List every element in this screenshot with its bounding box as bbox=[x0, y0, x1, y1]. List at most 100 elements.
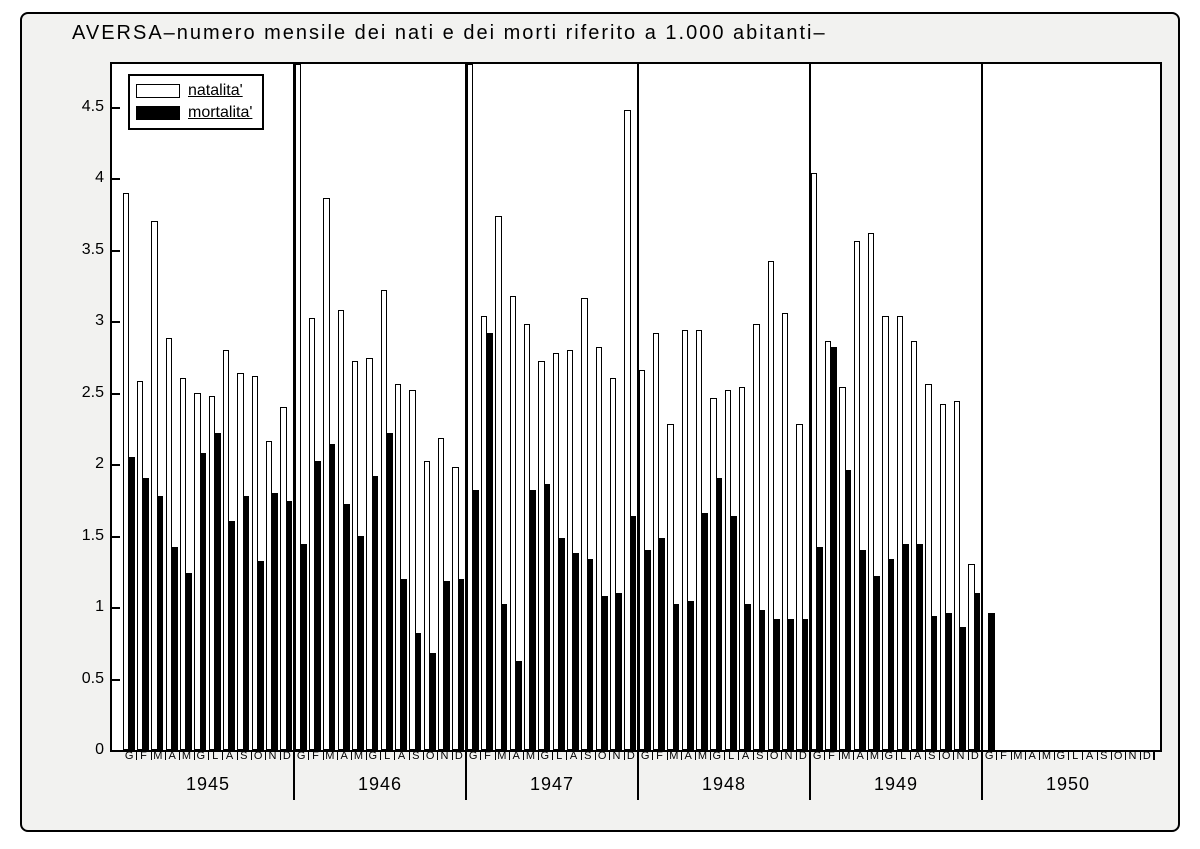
bar-mortalita bbox=[214, 433, 221, 750]
ytick-label: 4.5 bbox=[82, 98, 112, 116]
bar-mortalita bbox=[300, 544, 307, 750]
bar-mortalita bbox=[501, 604, 508, 750]
month-separator bbox=[1111, 750, 1112, 760]
year-label: 1945 bbox=[186, 774, 230, 795]
month-label: G bbox=[469, 750, 478, 762]
month-separator bbox=[1125, 750, 1126, 760]
bar-mortalita bbox=[515, 661, 522, 750]
bar-mortalita bbox=[945, 613, 952, 750]
bar-mortalita bbox=[874, 576, 881, 750]
month-label: A bbox=[512, 750, 519, 762]
bar-mortalita bbox=[644, 550, 651, 750]
bar-mortalita bbox=[601, 596, 608, 750]
month-separator bbox=[781, 750, 782, 760]
month-label: F bbox=[140, 750, 147, 762]
ytick-label: 0 bbox=[95, 741, 112, 759]
month-label: A bbox=[1028, 750, 1035, 762]
bar-mortalita bbox=[472, 490, 479, 750]
month-label: D bbox=[283, 750, 291, 762]
month-separator bbox=[280, 750, 281, 760]
month-separator bbox=[996, 750, 997, 760]
month-label: G bbox=[369, 750, 378, 762]
month-label: G bbox=[125, 750, 134, 762]
bar-mortalita bbox=[888, 559, 895, 751]
ytick-label: 1.5 bbox=[82, 527, 112, 545]
month-label: N bbox=[269, 750, 277, 762]
month-label: A bbox=[340, 750, 347, 762]
month-separator bbox=[179, 750, 180, 760]
month-label: A bbox=[1086, 750, 1093, 762]
month-label: A bbox=[570, 750, 577, 762]
plot-area: natalita' mortalita' 00.511.522.533.544.… bbox=[110, 62, 1162, 752]
month-label: M bbox=[325, 750, 334, 762]
month-label: D bbox=[971, 750, 979, 762]
bar-mortalita bbox=[128, 457, 135, 750]
bar-mortalita bbox=[200, 453, 207, 750]
month-separator bbox=[452, 750, 453, 760]
bar-mortalita bbox=[286, 501, 293, 750]
bar-mortalita bbox=[415, 633, 422, 750]
month-separator bbox=[867, 750, 868, 760]
month-separator bbox=[595, 750, 596, 760]
month-separator bbox=[538, 750, 539, 760]
month-separator bbox=[695, 750, 696, 760]
bar-mortalita bbox=[329, 444, 336, 750]
year-label: 1950 bbox=[1046, 774, 1090, 795]
legend: natalita' mortalita' bbox=[128, 74, 264, 130]
month-separator bbox=[710, 750, 711, 760]
month-separator bbox=[1082, 750, 1083, 760]
month-label: F bbox=[828, 750, 835, 762]
month-separator bbox=[136, 750, 137, 760]
month-label: A bbox=[398, 750, 405, 762]
month-separator bbox=[896, 750, 897, 760]
month-separator bbox=[523, 750, 524, 760]
bar-mortalita bbox=[243, 496, 250, 750]
chart-frame: AVERSA–numero mensile dei nati e dei mor… bbox=[20, 12, 1180, 832]
bar-mortalita bbox=[759, 610, 766, 750]
bar-mortalita bbox=[272, 493, 279, 750]
month-separator bbox=[581, 750, 582, 760]
month-label: S bbox=[240, 750, 247, 762]
bar-mortalita bbox=[186, 573, 193, 750]
month-separator bbox=[308, 750, 309, 760]
month-separator bbox=[1025, 750, 1026, 760]
month-label: M bbox=[1042, 750, 1051, 762]
year-label: 1946 bbox=[358, 774, 402, 795]
bar-mortalita bbox=[530, 490, 537, 750]
month-separator bbox=[552, 750, 553, 760]
month-label: O bbox=[770, 750, 779, 762]
month-separator bbox=[208, 750, 209, 760]
month-separator bbox=[910, 750, 911, 760]
month-separator bbox=[495, 750, 496, 760]
bar-mortalita bbox=[229, 521, 236, 750]
legend-row-natalita: natalita' bbox=[136, 80, 252, 102]
month-label: N bbox=[613, 750, 621, 762]
bar-mortalita bbox=[444, 581, 451, 750]
bar-mortalita bbox=[487, 333, 494, 750]
ytick-label: 2.5 bbox=[82, 384, 112, 402]
month-label: M bbox=[1013, 750, 1022, 762]
month-label: N bbox=[441, 750, 449, 762]
month-separator bbox=[366, 750, 367, 760]
month-label: F bbox=[312, 750, 319, 762]
bar-mortalita bbox=[587, 559, 594, 751]
bar-mortalita bbox=[358, 536, 365, 750]
month-label: N bbox=[785, 750, 793, 762]
month-separator bbox=[968, 750, 969, 760]
month-label: G bbox=[813, 750, 822, 762]
month-label: D bbox=[1143, 750, 1151, 762]
month-label: M bbox=[153, 750, 162, 762]
bar-mortalita bbox=[401, 579, 408, 751]
bar-mortalita bbox=[859, 550, 866, 750]
bar-mortalita bbox=[845, 470, 852, 750]
bar-mortalita bbox=[816, 547, 823, 750]
month-separator bbox=[1011, 750, 1012, 760]
month-separator bbox=[624, 750, 625, 760]
month-label: S bbox=[1100, 750, 1107, 762]
bar-mortalita bbox=[673, 604, 680, 750]
month-separator bbox=[1097, 750, 1098, 760]
month-label: L bbox=[212, 750, 218, 762]
bar-mortalita bbox=[659, 538, 666, 750]
month-label: M bbox=[870, 750, 879, 762]
month-separator bbox=[882, 750, 883, 760]
